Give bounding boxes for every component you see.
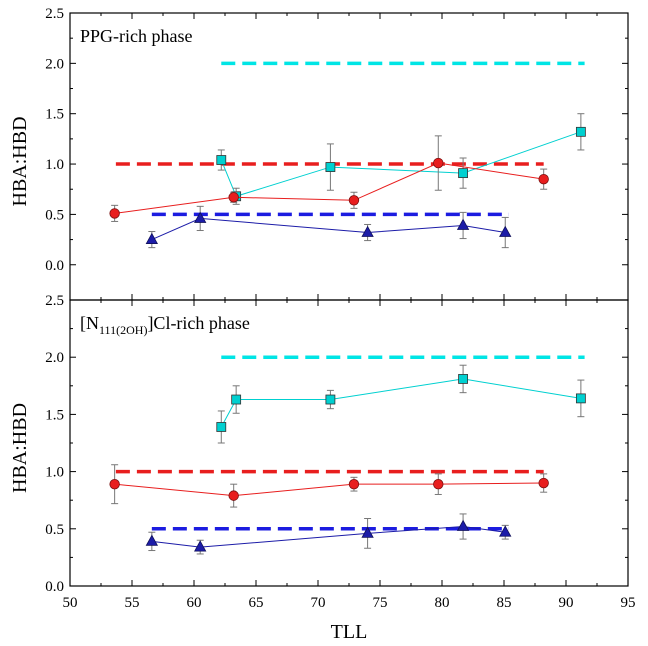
x-tick-label: 75 [373, 595, 388, 611]
x-axis-label: TLL [331, 621, 368, 643]
series-line [114, 482, 544, 497]
y-tick-label: 2.0 [45, 56, 64, 72]
data-point-triangle [499, 225, 512, 237]
x-tick-label: 50 [63, 595, 78, 611]
data-point-square [216, 422, 227, 432]
data-point-square [325, 162, 336, 172]
y-tick-label: 1.5 [45, 107, 64, 123]
y-tick-label: 1.0 [45, 157, 64, 173]
data-point-circle [109, 208, 120, 219]
data-point-square [575, 393, 586, 404]
series-line [220, 378, 581, 428]
data-point-circle [538, 477, 549, 489]
x-tick-label: 85 [497, 595, 512, 611]
data-point-triangle [145, 232, 159, 244]
x-tick-label: 65 [249, 595, 264, 611]
y-tick-label: 0.0 [45, 258, 64, 274]
x-tick-label: 95 [621, 595, 636, 611]
y-tick-label: 2.5 [45, 293, 64, 309]
data-point-square [458, 374, 468, 384]
y-tick-label: 0.5 [45, 522, 64, 538]
x-tick-label: 70 [311, 595, 326, 611]
data-point-circle [228, 490, 239, 501]
panel-title: PPG-rich phase [80, 26, 192, 46]
y-tick-label: 1.5 [45, 407, 64, 423]
plot-frame [69, 12, 629, 301]
y-axis-label: HBA:HBD [9, 403, 31, 493]
y-tick-label: 0.0 [45, 579, 64, 595]
chart-panel-1: 0.0 0.5 1.0 1.5 2.0 2.5 HBA:HBD PPG-rich phase [9, 6, 629, 301]
data-point-circle [109, 478, 120, 490]
data-point-triangle [499, 525, 512, 537]
data-point-triangle [194, 540, 207, 552]
x-tick-label: 90 [559, 595, 574, 611]
data-point-square [458, 168, 468, 179]
data-point-triangle [456, 519, 470, 531]
y-axis-label: HBA:HBD [9, 116, 31, 206]
data-point-triangle [145, 534, 159, 546]
y-tick-label: 1.0 [45, 465, 64, 481]
chart-panel-2: 0.0 0.5 1.0 1.5 2.0 2.5 50 55 60 65 70 75 80 85 90 95 HB… [9, 293, 636, 643]
data-point-circle [228, 192, 239, 203]
data-point-square [231, 394, 242, 405]
data-point-square [325, 394, 336, 405]
y-tick-label: 0.5 [45, 207, 64, 223]
data-point-circle [348, 195, 360, 206]
x-tick-label: 60 [187, 595, 202, 611]
data-point-circle [433, 478, 444, 490]
data-point-circle [538, 173, 549, 185]
data-point-circle [433, 157, 444, 169]
y-tick-label: 2.5 [45, 6, 64, 22]
x-tick-label: 55 [125, 595, 140, 611]
data-point-circle [348, 478, 360, 490]
data-point-triangle [194, 211, 207, 223]
data-point-triangle [361, 225, 374, 237]
data-point-triangle [361, 526, 374, 538]
data-point-triangle [456, 218, 470, 230]
panel-title: [N111(2OH)]Cl-rich phase [80, 313, 250, 337]
x-tick-label: 80 [435, 595, 450, 611]
data-point-square [575, 126, 586, 137]
y-tick-label: 2.0 [45, 350, 64, 366]
data-point-square [216, 155, 227, 165]
